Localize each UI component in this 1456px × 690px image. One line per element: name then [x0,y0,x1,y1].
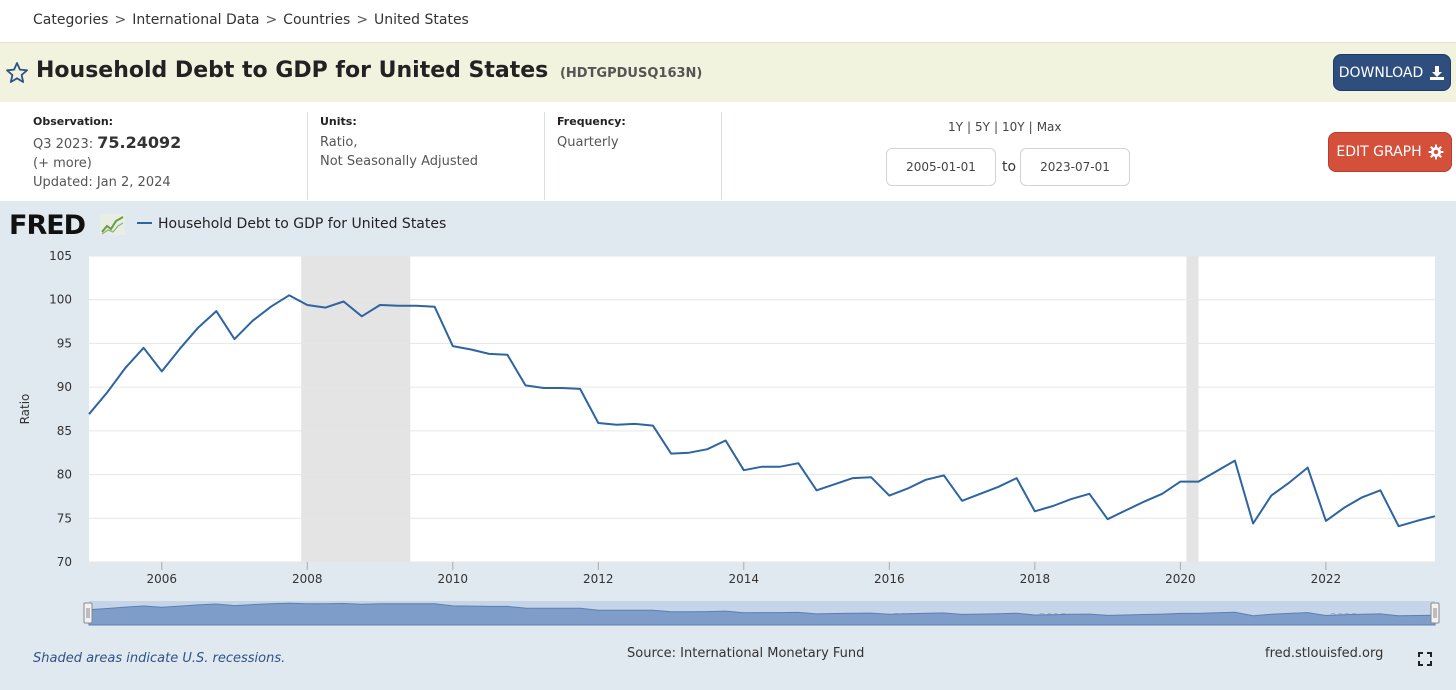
fred-logo[interactable]: FRED [9,210,86,241]
x-tick-label: 2006 [146,572,177,586]
plot-area [89,256,1435,562]
navigator-left-handle[interactable] [83,602,93,624]
frequency-label: Frequency: [557,115,626,128]
y-tick-label: 100 [49,293,72,307]
edit-graph-button[interactable]: EDIT GRAPH [1328,132,1452,172]
breadcrumb-categories[interactable]: Categories [33,12,109,28]
source-text: Source: International Monetary Fund [627,646,865,661]
y-tick-label: 75 [57,511,72,525]
to-label: to [1002,159,1017,175]
x-tick-label: 2014 [729,572,760,586]
recession-band [301,256,411,562]
fred-logo-graph-icon [100,214,125,235]
legend-label: Household Debt to GDP for United States [158,216,446,232]
series-title: Household Debt to GDP for United States [36,58,549,83]
gear-icon [1428,144,1444,160]
y-tick-label: 70 [57,555,72,569]
navigator-series [88,602,1436,626]
range-selector: 1Y | 5Y | 10Y | Max [948,120,1062,134]
divider [544,112,545,200]
download-icon [1430,65,1445,80]
frequency-block: Frequency: Quarterly [557,112,626,152]
breadcrumb-countries[interactable]: Countries [283,12,351,28]
units-line1: Ratio, [320,135,358,150]
range-5y-button[interactable]: 5Y [975,120,990,134]
end-date-input[interactable]: 2023-07-01 [1020,148,1130,186]
updated-date: Updated: Jan 2, 2024 [33,175,171,190]
download-button[interactable]: DOWNLOAD [1333,54,1451,91]
x-tick-label: 2012 [583,572,614,586]
observation-value: 75.24092 [97,133,182,152]
breadcrumb: Categories > International Data > Countries >… [33,12,469,28]
breadcrumb-separator: > [114,12,127,28]
frequency-value: Quarterly [557,135,619,150]
title-bar: Household Debt to GDP for United States … [0,42,1456,102]
range-max-button[interactable]: Max [1036,120,1062,134]
download-label: DOWNLOAD [1338,64,1424,81]
star-icon[interactable] [5,61,29,85]
y-tick-label: 85 [57,424,72,438]
y-tick-label: 105 [49,249,72,263]
observation-label: Observation: [33,115,114,128]
x-tick-label: 2022 [1311,572,1342,586]
breadcrumb-separator: > [356,12,369,28]
x-tick-label: 2010 [438,572,469,586]
units-label: Units: [320,115,357,128]
units-block: Units: Ratio, Not Seasonally Adjusted [320,112,478,171]
range-1y-button[interactable]: 1Y [948,120,963,134]
recession-note: Shaded areas indicate U.S. recessions. [33,651,286,666]
observation-block: Observation: Q3 2023: 75.24092 (+ more) … [33,112,181,192]
recession-band [1186,256,1199,562]
more-link[interactable]: (+ more) [33,156,92,171]
x-tick-label: 2020 [1165,572,1196,586]
series-line [88,294,1436,528]
series-id: (HDTGPDUSQ163N) [559,66,703,81]
page-title: Household Debt to GDP for United States … [36,58,702,83]
breadcrumb-united-states[interactable]: United States [374,12,469,28]
chart: FRED Household Debt to GDP for United St… [9,210,1440,626]
y-tick-label: 90 [57,380,72,394]
range-10y-button[interactable]: 10Y [1002,120,1025,134]
start-date-input[interactable]: 2005-01-01 [886,148,996,186]
x-tick-label: 2018 [1020,572,1051,586]
y-tick-label: 80 [57,468,72,482]
x-tick-label: 2016 [874,572,905,586]
edit-graph-label: EDIT GRAPH [1336,144,1422,160]
divider [721,112,722,200]
divider [307,112,308,200]
chart-panel: FRED Household Debt to GDP for United St… [0,201,1456,690]
x-tick-label: 2008 [292,572,323,586]
site-link[interactable]: fred.stlouisfed.org [1265,646,1384,661]
observation-period: Q3 2023: [33,137,94,152]
units-line2: Not Seasonally Adjusted [320,154,478,169]
navigator-right-handle[interactable] [1430,602,1440,624]
y-axis-label: Ratio [18,394,32,425]
series-meta: Observation: Q3 2023: 75.24092 (+ more) … [0,102,1456,201]
fullscreen-icon[interactable] [1418,652,1432,666]
breadcrumb-separator: > [265,12,278,28]
breadcrumb-international-data[interactable]: International Data [132,12,260,28]
y-tick-label: 95 [57,336,72,350]
